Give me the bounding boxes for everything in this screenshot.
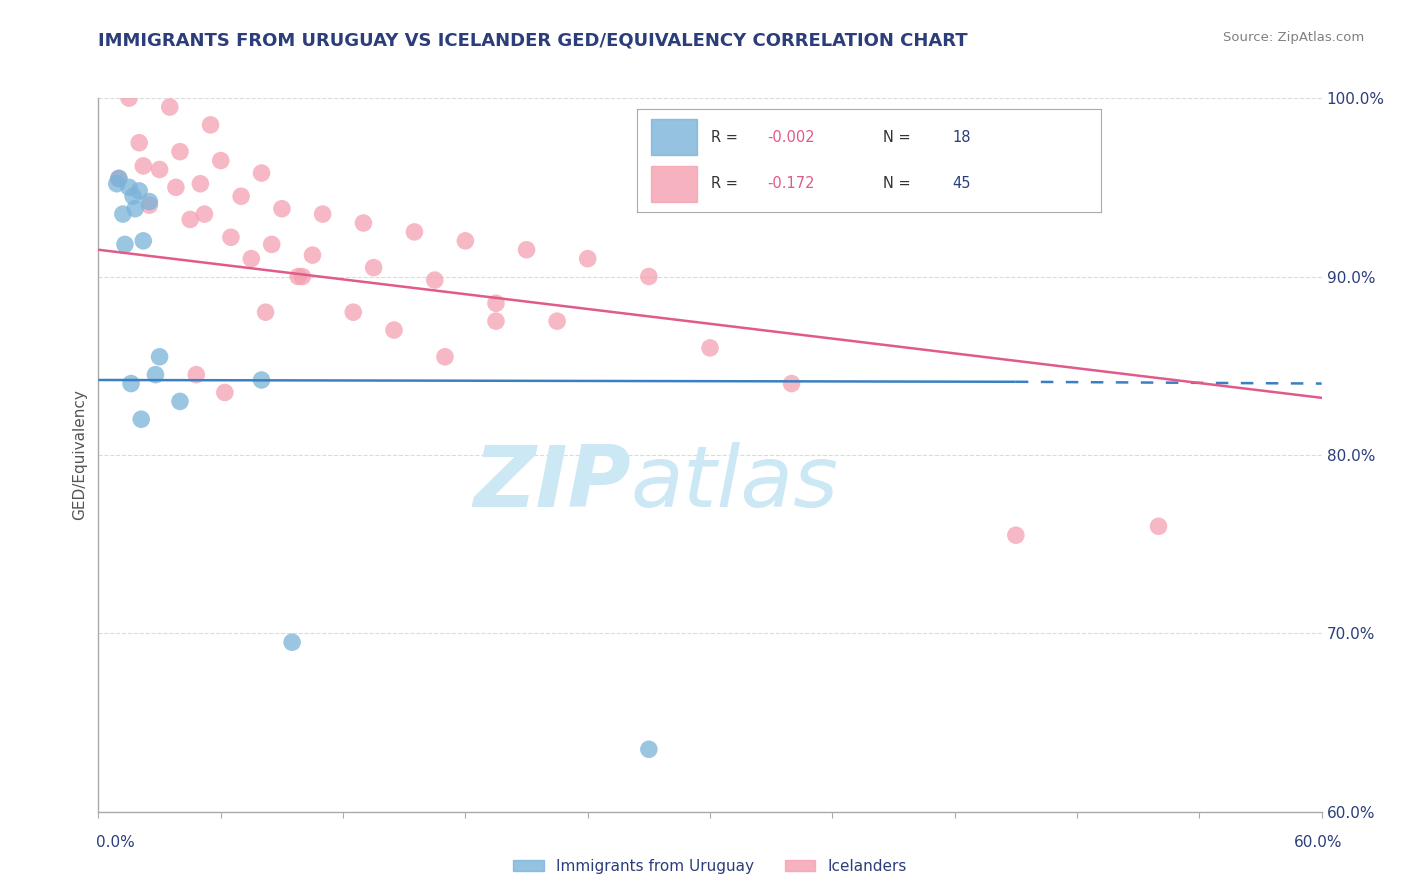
- Point: [485, 296, 508, 310]
- Point: [179, 212, 201, 227]
- Point: [546, 314, 568, 328]
- Point: [108, 171, 131, 186]
- Point: [145, 368, 167, 382]
- Point: [114, 237, 136, 252]
- Point: [193, 207, 215, 221]
- Point: [138, 198, 160, 212]
- Point: [219, 230, 242, 244]
- Point: [214, 385, 236, 400]
- Point: [312, 207, 335, 221]
- Point: [209, 153, 232, 168]
- Point: [138, 194, 160, 209]
- Point: [301, 248, 323, 262]
- Point: [352, 216, 374, 230]
- Point: [240, 252, 263, 266]
- Point: [149, 350, 172, 364]
- Point: [108, 171, 131, 186]
- Point: [780, 376, 803, 391]
- Point: [637, 742, 661, 756]
- Point: [129, 412, 152, 426]
- Point: [124, 202, 146, 216]
- Point: [699, 341, 721, 355]
- Text: 60.0%: 60.0%: [1295, 836, 1343, 850]
- Y-axis label: GED/Equivalency: GED/Equivalency: [72, 390, 87, 520]
- Point: [122, 189, 145, 203]
- Point: [169, 145, 191, 159]
- Point: [1147, 519, 1170, 533]
- Point: [291, 269, 314, 284]
- Point: [118, 91, 141, 105]
- Point: [287, 269, 309, 284]
- Point: [637, 269, 661, 284]
- Legend: Immigrants from Uruguay, Icelanders: Immigrants from Uruguay, Icelanders: [508, 853, 912, 880]
- Point: [186, 368, 208, 382]
- Point: [132, 159, 155, 173]
- Text: IMMIGRANTS FROM URUGUAY VS ICELANDER GED/EQUIVALENCY CORRELATION CHART: IMMIGRANTS FROM URUGUAY VS ICELANDER GED…: [98, 31, 969, 49]
- Point: [404, 225, 426, 239]
- Point: [128, 184, 150, 198]
- Point: [111, 207, 134, 221]
- Point: [120, 376, 142, 391]
- Point: [1004, 528, 1026, 542]
- Point: [149, 162, 172, 177]
- Point: [165, 180, 187, 194]
- Point: [342, 305, 364, 319]
- Point: [231, 189, 253, 203]
- Point: [270, 202, 294, 216]
- Point: [169, 394, 191, 409]
- Text: atlas: atlas: [630, 442, 838, 525]
- Point: [382, 323, 405, 337]
- Point: [516, 243, 538, 257]
- Point: [423, 273, 446, 287]
- Point: [433, 350, 456, 364]
- Text: ZIP: ZIP: [472, 442, 630, 525]
- Point: [132, 234, 155, 248]
- Point: [159, 100, 181, 114]
- Point: [576, 252, 599, 266]
- Text: 0.0%: 0.0%: [96, 836, 135, 850]
- Point: [128, 136, 150, 150]
- Point: [105, 177, 128, 191]
- Point: [281, 635, 304, 649]
- Point: [260, 237, 283, 252]
- Point: [250, 166, 273, 180]
- Point: [254, 305, 277, 319]
- Point: [118, 180, 141, 194]
- Point: [485, 314, 508, 328]
- Text: Source: ZipAtlas.com: Source: ZipAtlas.com: [1223, 31, 1364, 45]
- Point: [188, 177, 212, 191]
- Point: [454, 234, 477, 248]
- Point: [200, 118, 222, 132]
- Point: [363, 260, 385, 275]
- Point: [250, 373, 273, 387]
